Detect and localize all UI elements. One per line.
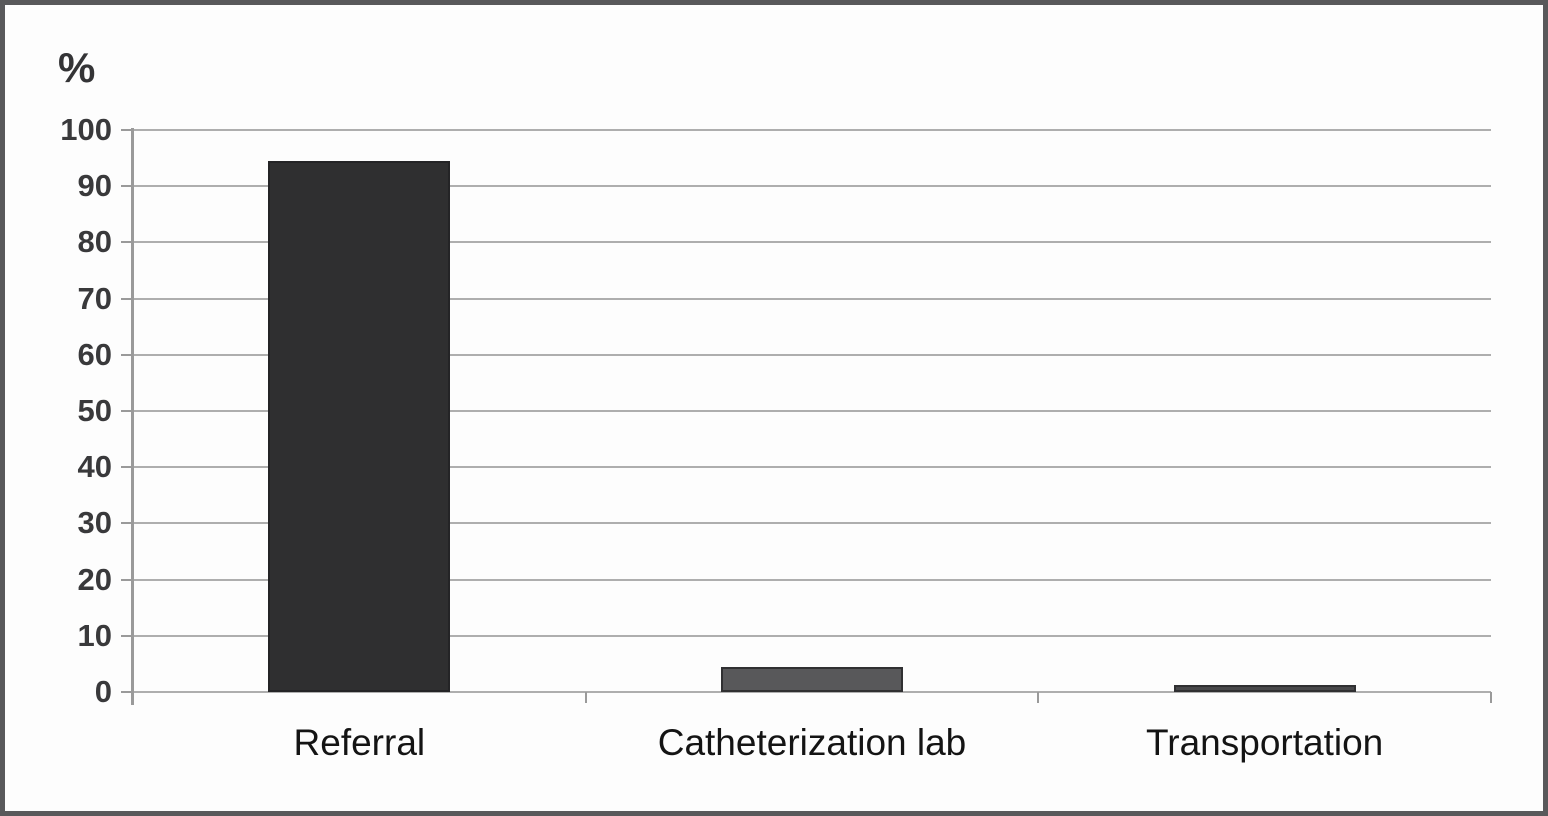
gridline-0 [133,691,1491,693]
y-tick-label-20: 20 [77,561,112,597]
y-tick-label-30: 30 [77,505,112,541]
bar-referral [268,160,451,692]
y-tick-label-50: 50 [77,393,112,428]
x-category-label-catheterization-lab: Catheterization lab [657,722,967,763]
x-tick-mark-0 [132,692,134,703]
bar-transportation [1173,685,1356,692]
y-axis-line [131,128,134,705]
y-tick-mark-80 [121,241,133,244]
y-tick-mark-90 [121,185,133,188]
y-tick-mark-60 [121,353,133,356]
y-axis-unit-label: % [58,44,96,91]
gridline-30 [133,522,1491,525]
y-tick-mark-10 [121,634,133,637]
y-tick-mark-0 [121,691,133,693]
gridline-50 [133,410,1491,412]
y-tick-label-100: 100 [60,112,112,147]
y-tick-label-80: 80 [77,224,112,260]
gridline-70 [133,297,1491,300]
y-tick-label-60: 60 [77,336,112,372]
y-tick-label-0: 0 [94,674,112,709]
y-tick-label-90: 90 [77,168,112,204]
y-tick-mark-70 [121,297,133,300]
gridline-90 [133,185,1491,188]
y-tick-mark-100 [121,129,133,131]
y-tick-mark-30 [121,522,133,525]
gridline-100 [133,129,1491,131]
gridline-40 [133,466,1491,469]
y-tick-label-40: 40 [77,449,112,485]
y-tick-mark-50 [121,410,133,412]
gridline-60 [133,353,1491,356]
x-tick-mark-3 [1490,692,1492,703]
x-category-label-referral: Referral [293,722,426,763]
y-tick-label-10: 10 [77,617,112,653]
x-category-label-transportation: Transportation [1146,722,1384,763]
gridline-10 [133,634,1491,637]
gridline-20 [133,578,1491,581]
y-tick-mark-20 [121,578,133,581]
y-tick-mark-40 [121,466,133,469]
gridline-80 [133,241,1491,244]
x-tick-mark-2 [1037,692,1040,703]
x-tick-mark-1 [584,692,587,703]
y-tick-label-70: 70 [77,280,112,316]
bar-catheterization-lab [721,666,903,692]
